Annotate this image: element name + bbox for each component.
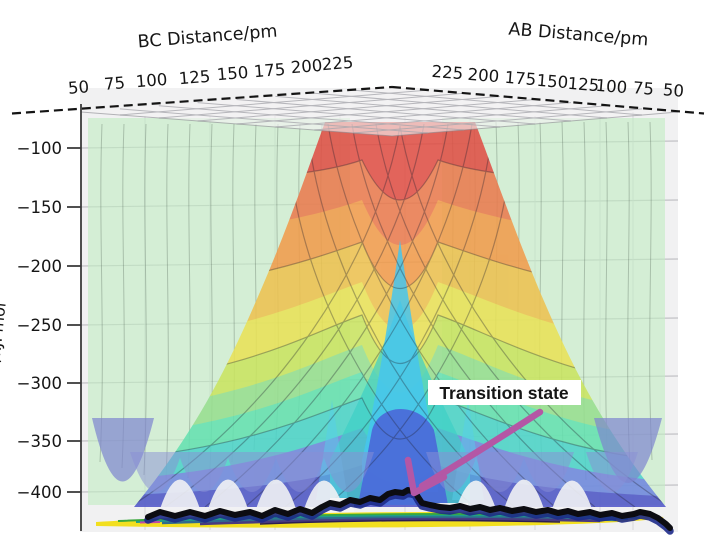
top-box-face: [80, 87, 679, 137]
bc-tick: 175: [253, 60, 286, 81]
top-axis-lines: [11, 85, 705, 115]
bc-tick: 75: [103, 73, 125, 94]
ab-axis-ticklabels: 225 200 175 150 125 100 75 50: [431, 62, 685, 101]
z-axis: −100 −150 −200 −250 −300 −350 −400 V/kJ.…: [0, 104, 82, 531]
z-tick: −300: [17, 374, 62, 393]
z-tick: −150: [17, 198, 62, 217]
ab-tick: 100: [595, 76, 628, 97]
transition-state-arrowhead: [404, 456, 448, 497]
bc-tick: 200: [290, 56, 323, 77]
ab-tick: 225: [431, 62, 464, 83]
bc-axis-title: BC Distance/pm: [137, 22, 278, 53]
annotation-label: Transition state: [439, 383, 569, 403]
bc-axis-ticklabels: 50 75 100 125 150 175 200 225: [67, 53, 354, 98]
valley-scallops: [92, 418, 662, 516]
ab-tick: 175: [504, 68, 537, 89]
z-axis-tickmarks: [67, 147, 81, 493]
z-tick: −350: [17, 432, 62, 451]
bc-tick: 150: [216, 63, 249, 84]
transition-state-arrow: [418, 408, 544, 490]
annotation-label-background: [428, 380, 581, 405]
top-face-gridlines: [119, 89, 643, 134]
z-axis-title: V/kJ. mol: [0, 301, 10, 373]
z-tick: −100: [17, 139, 62, 158]
ab-tick: 150: [536, 71, 569, 92]
z-tick: −200: [17, 257, 62, 276]
bc-tick: 100: [135, 70, 168, 91]
bc-axis: BC Distance/pm 50 75 100 125 150 175 200…: [67, 22, 354, 98]
ab-axis-title: AB Distance/pm: [508, 20, 649, 51]
ab-tick: 50: [662, 80, 684, 101]
ab-tick: 200: [467, 65, 500, 86]
ab-tick: 75: [632, 78, 654, 99]
bc-tick: 50: [67, 77, 89, 98]
bc-tick: 125: [178, 67, 211, 88]
z-tick: −250: [17, 316, 62, 335]
valley-gaps: [160, 479, 592, 509]
ab-tick: 125: [567, 74, 600, 95]
transition-state-annotation: Transition state: [404, 380, 581, 497]
reaction-path: [144, 487, 674, 535]
z-axis-ticklabels: −100 −150 −200 −250 −300 −350 −400: [17, 139, 62, 502]
bc-tick: 225: [321, 53, 354, 74]
z-tick: −400: [17, 483, 62, 502]
